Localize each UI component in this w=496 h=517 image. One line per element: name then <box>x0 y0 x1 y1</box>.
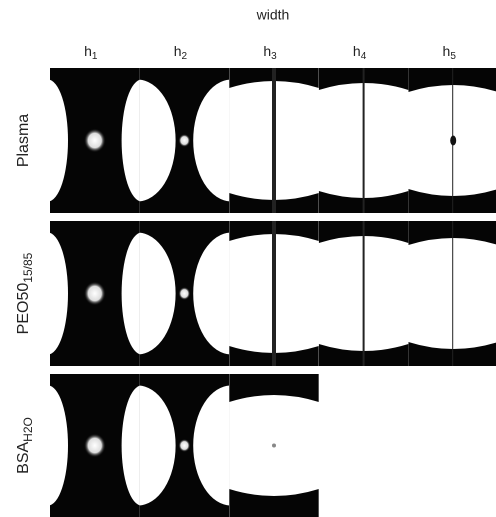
meniscus <box>193 385 230 506</box>
droplet <box>83 281 106 306</box>
column-label-base: h <box>263 43 271 59</box>
column-label-base: h <box>84 43 92 59</box>
column-label: h3 <box>263 43 277 62</box>
row-label: Plasma <box>15 114 32 167</box>
panel <box>229 68 319 213</box>
meniscus <box>50 385 68 506</box>
header: width <box>256 7 290 23</box>
panel <box>318 68 409 213</box>
panel <box>50 221 140 366</box>
row-label-sub: 15/85 <box>21 252 35 282</box>
meniscus <box>50 79 68 202</box>
meniscus <box>139 385 176 506</box>
meniscus <box>193 79 230 202</box>
meniscus <box>139 79 176 202</box>
column-label: h4 <box>353 43 367 62</box>
panel <box>139 68 230 213</box>
panel <box>408 221 496 366</box>
panel <box>229 221 319 366</box>
top-plate <box>229 374 319 402</box>
panel <box>139 221 230 366</box>
droplet <box>178 438 191 453</box>
row-label-base: Plasma <box>15 114 32 167</box>
row-label: PEO5015/85 <box>15 252 35 334</box>
bottom-plate <box>229 489 319 517</box>
panel <box>139 374 230 517</box>
panel <box>318 221 409 366</box>
meniscus <box>121 232 140 355</box>
meniscus <box>50 232 68 355</box>
thread <box>452 221 454 366</box>
column-label-sub: 3 <box>271 51 277 62</box>
meniscus <box>121 79 140 202</box>
column-label: h2 <box>174 43 188 62</box>
panel <box>408 68 496 213</box>
thread <box>272 68 276 213</box>
column-label-sub: 4 <box>361 51 367 62</box>
row-label-sub: H2O <box>21 417 35 442</box>
bead <box>272 443 276 448</box>
column-label-sub: 1 <box>92 51 98 62</box>
column-label-base: h <box>174 43 182 59</box>
row-label-base: BSA <box>15 442 32 474</box>
droplet <box>83 433 106 458</box>
panel <box>50 374 140 517</box>
thread <box>272 221 276 366</box>
thread <box>362 221 365 366</box>
droplet <box>83 128 106 153</box>
column-label-sub: 2 <box>182 51 188 62</box>
panel <box>50 68 140 213</box>
column-label-base: h <box>443 43 451 59</box>
thread <box>362 68 365 213</box>
column-label: h1 <box>84 43 98 62</box>
meniscus <box>139 232 176 355</box>
column-label-sub: 5 <box>450 51 456 62</box>
meniscus <box>193 232 230 355</box>
droplet <box>178 286 191 301</box>
panel <box>229 374 319 517</box>
row-label: BSAH2O <box>15 417 35 474</box>
meniscus <box>121 385 140 506</box>
bead <box>450 135 457 146</box>
row-label-base: PEO50 <box>15 283 32 335</box>
column-label: h5 <box>443 43 457 62</box>
column-label-base: h <box>353 43 361 59</box>
droplet <box>178 133 191 148</box>
